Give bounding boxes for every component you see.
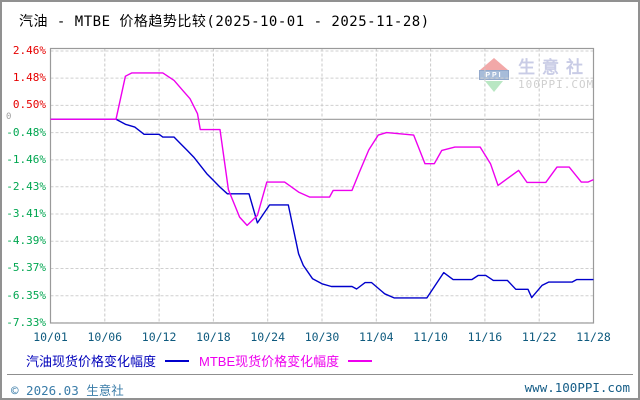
y-axis-label: -2.43% <box>6 179 46 193</box>
x-axis-label: 10/06 <box>87 330 123 344</box>
legend-label-gasoline: 汽油现货价格变化幅度 <box>26 354 157 369</box>
chart-title: 汽油 - MTBE 价格趋势比较(2025-10-01 - 2025-11-28… <box>19 14 430 30</box>
watermark-brand: 生意社 <box>518 58 590 77</box>
y-axis-label: -0.48% <box>6 125 46 139</box>
x-axis-label: 11/04 <box>358 330 394 344</box>
x-axis-label: 10/01 <box>33 330 68 344</box>
x-axis-label: 10/24 <box>250 330 285 344</box>
chart-legend: 汽油现货价格变化幅度 MTBE现货价格变化幅度 <box>26 351 382 370</box>
footer-divider <box>7 374 633 375</box>
logo-ppi-box: PPI <box>479 70 509 80</box>
y-axis-label: -6.35% <box>6 288 46 302</box>
legend-line-gasoline <box>165 359 190 362</box>
x-axis-label: 10/12 <box>141 330 177 344</box>
watermark-site: 100PPI.COM <box>518 78 595 91</box>
y-axis-label: -5.37% <box>6 261 46 275</box>
y-axis-label: -7.33% <box>6 315 46 329</box>
x-axis-label: 11/16 <box>467 330 503 344</box>
footer-bar: © 2026.03 生意社 www.100PPI.com <box>2 378 638 398</box>
watermark-texts: 生意社 100PPI.COM <box>518 58 594 92</box>
logo-triangle-icon <box>485 81 503 92</box>
y-axis-label: -1.46% <box>6 152 46 166</box>
y-axis-label: -4.39% <box>6 234 46 248</box>
copyright-text: © 2026.03 生意社 <box>11 383 124 398</box>
site-url: www.100PPI.com <box>524 380 630 395</box>
legend-line-mtbe <box>348 359 373 362</box>
y-axis-label: 2.46% <box>12 43 46 57</box>
y-axis-label: 0 <box>6 112 12 123</box>
x-axis-label: 11/10 <box>413 330 448 344</box>
legend-label-mtbe: MTBE现货价格变化幅度 <box>199 354 340 369</box>
x-axis-label: 11/22 <box>521 330 557 344</box>
y-axis-label: -3.41% <box>6 207 46 221</box>
watermark: PPI 生意社 100PPI.COM <box>478 58 594 92</box>
y-axis-label: 0.50% <box>12 98 46 112</box>
logo-roof-icon <box>480 58 508 70</box>
x-axis-label: 10/18 <box>196 330 231 344</box>
ppi-logo-icon: PPI <box>478 58 512 92</box>
x-axis-label: 11/28 <box>576 330 611 344</box>
y-axis-label: 1.48% <box>12 71 46 85</box>
x-axis-label: 10/30 <box>304 330 340 344</box>
